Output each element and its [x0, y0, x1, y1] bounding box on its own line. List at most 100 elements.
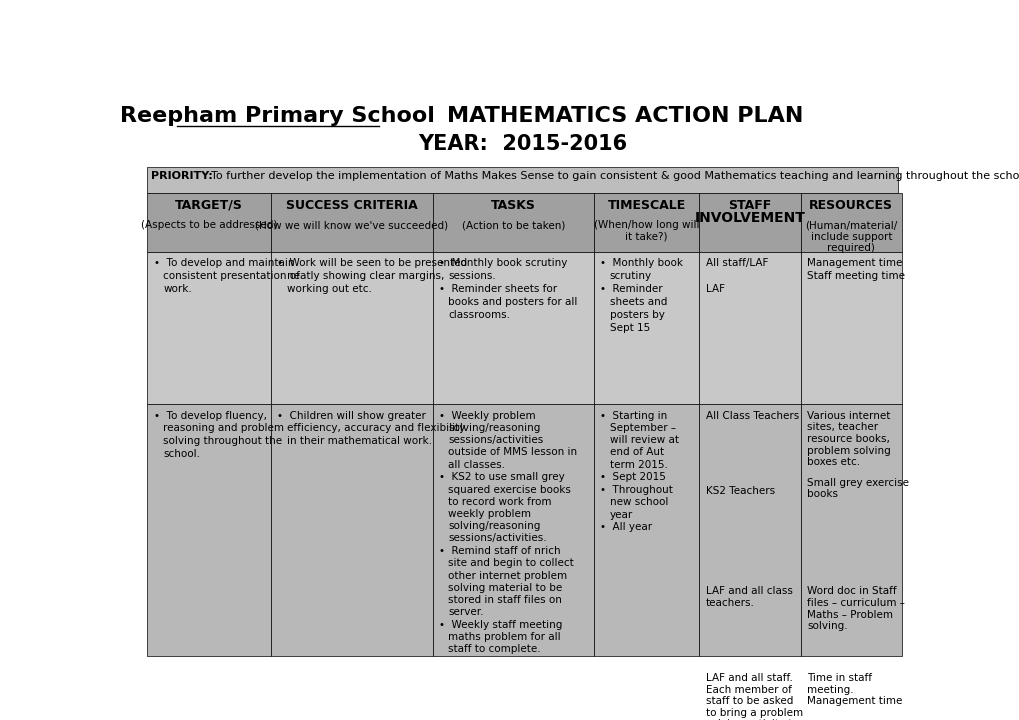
Bar — [432, 404, 593, 657]
Text: Time in staff
meeting.
Management time: Time in staff meeting. Management time — [806, 673, 902, 706]
Text: LAF: LAF — [705, 284, 723, 294]
Text: KS2 Teachers: KS2 Teachers — [705, 486, 773, 496]
Text: INVOLVEMENT: INVOLVEMENT — [694, 211, 805, 225]
Text: solving material to be: solving material to be — [448, 582, 562, 593]
Bar — [147, 404, 271, 657]
Text: sessions/activities: sessions/activities — [448, 435, 543, 445]
Text: work.: work. — [163, 284, 192, 294]
Bar — [147, 167, 898, 194]
Bar — [147, 251, 271, 404]
Text: outside of MMS lesson in: outside of MMS lesson in — [448, 447, 577, 457]
Text: •  Monthly book scrutiny: • Monthly book scrutiny — [438, 258, 567, 269]
Text: •  Weekly staff meeting: • Weekly staff meeting — [438, 620, 561, 630]
Text: to record work from: to record work from — [448, 497, 551, 507]
Text: new school: new school — [609, 498, 667, 508]
Bar — [800, 404, 901, 657]
Bar — [432, 251, 593, 404]
Text: •  Throughout: • Throughout — [600, 485, 673, 495]
Text: term 2015.: term 2015. — [609, 459, 667, 469]
Text: (Human/material/
include support
required): (Human/material/ include support require… — [804, 220, 897, 253]
Text: year: year — [609, 510, 633, 520]
Text: posters by: posters by — [609, 310, 664, 320]
Bar — [432, 194, 593, 251]
Text: neatly showing clear margins,: neatly showing clear margins, — [286, 271, 444, 281]
Text: squared exercise books: squared exercise books — [448, 485, 571, 495]
Text: •  Starting in: • Starting in — [600, 410, 667, 420]
Text: Various internet
sites, teacher
resource books,
problem solving
boxes etc.: Various internet sites, teacher resource… — [806, 410, 890, 467]
Text: MATHEMATICS ACTION PLAN: MATHEMATICS ACTION PLAN — [447, 106, 803, 126]
Text: other internet problem: other internet problem — [448, 570, 567, 580]
Bar — [271, 194, 432, 251]
Text: site and begin to collect: site and begin to collect — [448, 558, 574, 568]
Text: •  To develop fluency,: • To develop fluency, — [154, 410, 266, 420]
Text: end of Aut: end of Aut — [609, 447, 663, 457]
Text: classrooms.: classrooms. — [448, 310, 510, 320]
Text: •  Monthly book: • Monthly book — [600, 258, 683, 269]
Bar — [800, 194, 901, 251]
Bar — [593, 404, 699, 657]
Text: books and posters for all: books and posters for all — [448, 297, 577, 307]
Text: sessions.: sessions. — [448, 271, 495, 281]
Text: Sept 15: Sept 15 — [609, 323, 649, 333]
Text: all classes.: all classes. — [448, 459, 505, 469]
Text: TIMESCALE: TIMESCALE — [607, 199, 685, 212]
Text: solving/reasoning: solving/reasoning — [448, 423, 540, 433]
Bar — [699, 194, 800, 251]
Text: scrutiny: scrutiny — [609, 271, 651, 281]
Text: school.: school. — [163, 449, 200, 459]
Text: TARGET/S: TARGET/S — [175, 199, 243, 212]
Text: (When/how long will
it take?): (When/how long will it take?) — [593, 220, 699, 242]
Text: in their mathematical work.: in their mathematical work. — [286, 436, 432, 446]
Bar — [593, 194, 699, 251]
Text: SUCCESS CRITERIA: SUCCESS CRITERIA — [285, 199, 418, 212]
Bar — [271, 251, 432, 404]
Bar — [699, 404, 800, 657]
Text: maths problem for all: maths problem for all — [448, 632, 560, 642]
Text: RESOURCES: RESOURCES — [808, 199, 893, 212]
Text: Management time: Management time — [806, 258, 902, 269]
Text: server.: server. — [448, 607, 483, 617]
Text: consistent presentation of: consistent presentation of — [163, 271, 300, 281]
Text: working out etc.: working out etc. — [286, 284, 372, 294]
Text: will review at: will review at — [609, 435, 679, 445]
Text: •  KS2 to use small grey: • KS2 to use small grey — [438, 472, 565, 482]
Text: solving/reasoning: solving/reasoning — [448, 521, 540, 531]
Text: All staff/LAF: All staff/LAF — [705, 258, 767, 269]
Text: (Aspects to be addressed): (Aspects to be addressed) — [141, 220, 277, 230]
Bar — [147, 194, 271, 251]
Text: YEAR:  2015-2016: YEAR: 2015-2016 — [418, 133, 627, 153]
Text: •  Reminder: • Reminder — [600, 284, 662, 294]
Text: •  All year: • All year — [600, 522, 652, 532]
Text: (How we will know we've succeeded): (How we will know we've succeeded) — [255, 220, 448, 230]
Bar — [271, 404, 432, 657]
Text: To further develop the implementation of Maths Makes Sense to gain consistent & : To further develop the implementation of… — [204, 171, 1019, 181]
Text: stored in staff files on: stored in staff files on — [448, 595, 561, 605]
Text: sessions/activities.: sessions/activities. — [448, 534, 546, 544]
Bar — [699, 251, 800, 404]
Text: Reepham Primary School: Reepham Primary School — [120, 106, 435, 126]
Text: reasoning and problem: reasoning and problem — [163, 423, 284, 433]
Text: staff to complete.: staff to complete. — [448, 644, 540, 654]
Text: LAF and all class
teachers.: LAF and all class teachers. — [705, 586, 792, 608]
Text: PRIORITY:: PRIORITY: — [151, 171, 213, 181]
Text: TASKS: TASKS — [490, 199, 535, 212]
Text: •  Sept 2015: • Sept 2015 — [600, 472, 665, 482]
Text: •  To develop and maintain: • To develop and maintain — [154, 258, 293, 269]
Text: •  Work will be seen to be presented: • Work will be seen to be presented — [277, 258, 467, 269]
Text: Small grey exercise
books: Small grey exercise books — [806, 478, 908, 500]
Text: sheets and: sheets and — [609, 297, 666, 307]
Text: Staff meeting time: Staff meeting time — [806, 271, 904, 281]
Text: STAFF: STAFF — [728, 199, 770, 212]
Text: efficiency, accuracy and flexibility: efficiency, accuracy and flexibility — [286, 423, 465, 433]
Bar — [800, 251, 901, 404]
Text: September –: September – — [609, 423, 676, 433]
Text: •  Reminder sheets for: • Reminder sheets for — [438, 284, 556, 294]
Text: weekly problem: weekly problem — [448, 509, 531, 519]
Text: •  Children will show greater: • Children will show greater — [277, 410, 426, 420]
Text: •  Remind staff of nrich: • Remind staff of nrich — [438, 546, 560, 556]
Text: solving throughout the: solving throughout the — [163, 436, 282, 446]
Text: LAF and all staff.
Each member of
staff to be asked
to bring a problem
solving a: LAF and all staff. Each member of staff … — [705, 673, 802, 720]
Text: •  Weekly problem: • Weekly problem — [438, 410, 535, 420]
Bar — [593, 251, 699, 404]
Text: Word doc in Staff
files – curriculum –
Maths – Problem
solving.: Word doc in Staff files – curriculum – M… — [806, 586, 904, 631]
